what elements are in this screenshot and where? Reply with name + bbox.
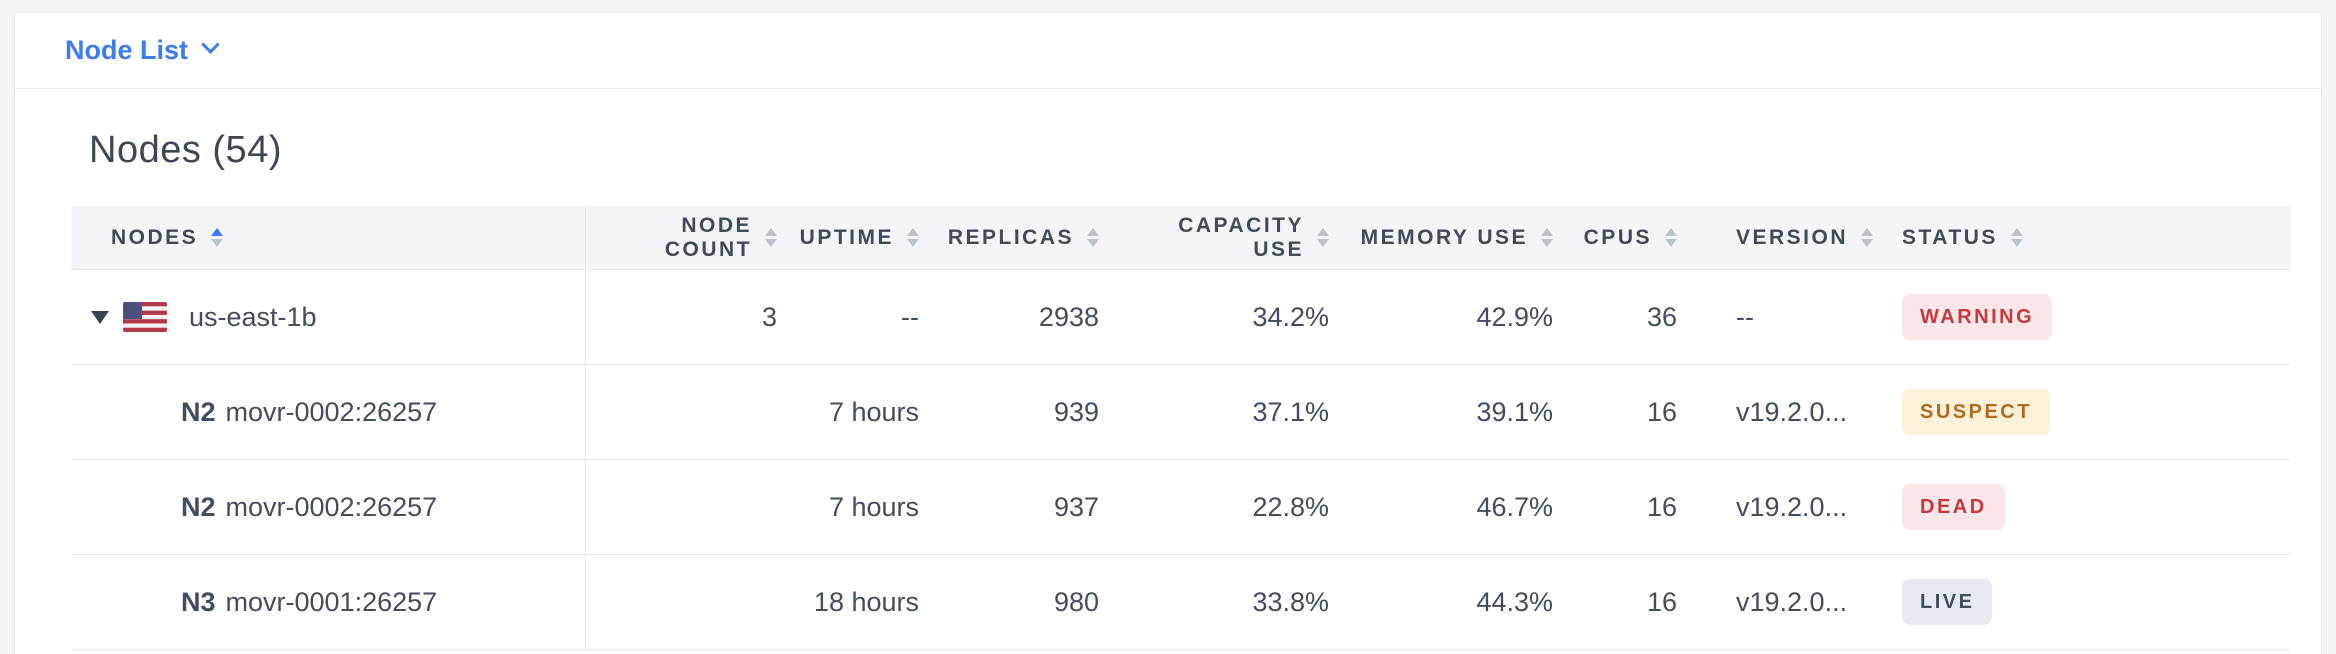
cell-version: -- bbox=[1736, 301, 1754, 332]
cell-replicas: 2938 bbox=[1038, 301, 1099, 332]
sort-asc-icon bbox=[211, 228, 224, 247]
column-header-version[interactable]: VERSION bbox=[1701, 206, 1881, 269]
table-row-region[interactable]: us-east-1b 3 -- 2938 34.2% 42.9% 36 -- W… bbox=[71, 270, 2291, 365]
region-name: us-east-1b bbox=[189, 301, 317, 332]
column-label: NODES bbox=[111, 225, 199, 249]
cell-version: v19.2.0... bbox=[1736, 586, 1848, 617]
cell-uptime: 18 hours bbox=[813, 586, 919, 617]
column-header-nodes[interactable]: NODES bbox=[71, 206, 586, 269]
cell-node-count: 3 bbox=[761, 301, 777, 332]
cell-memory-use: 46.7% bbox=[1476, 491, 1553, 522]
cell-capacity-use: 33.8% bbox=[1252, 586, 1329, 617]
column-header-uptime[interactable]: UPTIME bbox=[799, 206, 943, 269]
column-header-cpus[interactable]: CPUS bbox=[1577, 206, 1701, 269]
column-label: MEMORY USE bbox=[1360, 225, 1528, 249]
cell-cpus: 36 bbox=[1646, 301, 1677, 332]
node-id: N2 bbox=[181, 491, 216, 522]
cell-memory-use: 39.1% bbox=[1476, 396, 1553, 427]
toolbar: Node List bbox=[15, 13, 2321, 89]
column-label: NODE COUNT bbox=[664, 213, 752, 261]
table-row-node[interactable]: N3 movr-0001:26257 18 hours 980 33.8% 44… bbox=[71, 555, 2291, 650]
column-label: CAPACITY USE bbox=[1178, 213, 1304, 261]
status-badge: WARNING bbox=[1902, 294, 2053, 340]
sort-icon bbox=[1665, 228, 1677, 247]
column-header-capacity-use[interactable]: CAPACITY USE bbox=[1123, 206, 1353, 269]
cell-uptime: 7 hours bbox=[828, 396, 919, 427]
sort-icon bbox=[907, 228, 919, 247]
content: Nodes (54) NODES NODE COUNT UPTIME REPLI… bbox=[15, 127, 2321, 650]
sort-icon bbox=[765, 228, 777, 247]
column-label: REPLICAS bbox=[947, 225, 1074, 249]
node-id: N2 bbox=[181, 396, 216, 427]
cell-version: v19.2.0... bbox=[1736, 396, 1848, 427]
table-row-node[interactable]: N2 movr-0002:26257 7 hours 937 22.8% 46.… bbox=[71, 460, 2291, 555]
column-label: UPTIME bbox=[799, 225, 894, 249]
view-selector-label: Node List bbox=[65, 35, 189, 65]
column-label: VERSION bbox=[1736, 225, 1849, 249]
node-address: movr-0002:26257 bbox=[225, 491, 438, 522]
table-row-node[interactable]: N2 movr-0002:26257 7 hours 939 37.1% 39.… bbox=[71, 365, 2291, 460]
cell-capacity-use: 34.2% bbox=[1252, 301, 1329, 332]
chevron-down-icon bbox=[201, 35, 220, 54]
cell-version: v19.2.0... bbox=[1736, 491, 1848, 522]
column-label: CPUS bbox=[1583, 225, 1652, 249]
collapse-caret-icon[interactable] bbox=[91, 310, 109, 324]
sort-icon bbox=[1541, 228, 1553, 247]
cell-cpus: 16 bbox=[1646, 491, 1677, 522]
node-list-card: Node List Nodes (54) NODES NODE COUNT UP… bbox=[14, 12, 2322, 654]
status-badge: DEAD bbox=[1902, 484, 2005, 530]
cell-replicas: 939 bbox=[1053, 396, 1099, 427]
cell-capacity-use: 37.1% bbox=[1252, 396, 1329, 427]
us-flag-icon bbox=[123, 302, 167, 332]
sort-icon bbox=[2010, 228, 2023, 247]
cell-cpus: 16 bbox=[1646, 586, 1677, 617]
column-header-status[interactable]: STATUS bbox=[1881, 206, 2291, 269]
page-title: Nodes (54) bbox=[89, 129, 282, 171]
table-header-row: NODES NODE COUNT UPTIME REPLICAS CAPACIT… bbox=[71, 206, 2291, 270]
cell-capacity-use: 22.8% bbox=[1252, 491, 1329, 522]
view-selector-dropdown[interactable]: Node List bbox=[65, 35, 220, 66]
column-label: STATUS bbox=[1902, 225, 1998, 249]
column-header-replicas[interactable]: REPLICAS bbox=[943, 206, 1123, 269]
node-address: movr-0001:26257 bbox=[225, 586, 438, 617]
column-header-memory-use[interactable]: MEMORY USE bbox=[1353, 206, 1577, 269]
sort-icon bbox=[1087, 228, 1099, 247]
cell-uptime: 7 hours bbox=[828, 491, 919, 522]
node-id: N3 bbox=[181, 586, 216, 617]
nodes-table: NODES NODE COUNT UPTIME REPLICAS CAPACIT… bbox=[71, 206, 2291, 650]
column-header-node-count[interactable]: NODE COUNT bbox=[586, 206, 801, 269]
node-address: movr-0002:26257 bbox=[225, 396, 438, 427]
status-badge: LIVE bbox=[1902, 579, 1993, 625]
cell-replicas: 980 bbox=[1053, 586, 1099, 617]
status-badge: SUSPECT bbox=[1902, 389, 2050, 435]
cell-replicas: 937 bbox=[1053, 491, 1099, 522]
cell-cpus: 16 bbox=[1646, 396, 1677, 427]
sort-icon bbox=[1861, 228, 1874, 247]
cell-memory-use: 44.3% bbox=[1476, 586, 1553, 617]
cell-uptime: -- bbox=[901, 301, 919, 332]
sort-icon bbox=[1317, 228, 1329, 247]
cell-memory-use: 42.9% bbox=[1476, 301, 1553, 332]
